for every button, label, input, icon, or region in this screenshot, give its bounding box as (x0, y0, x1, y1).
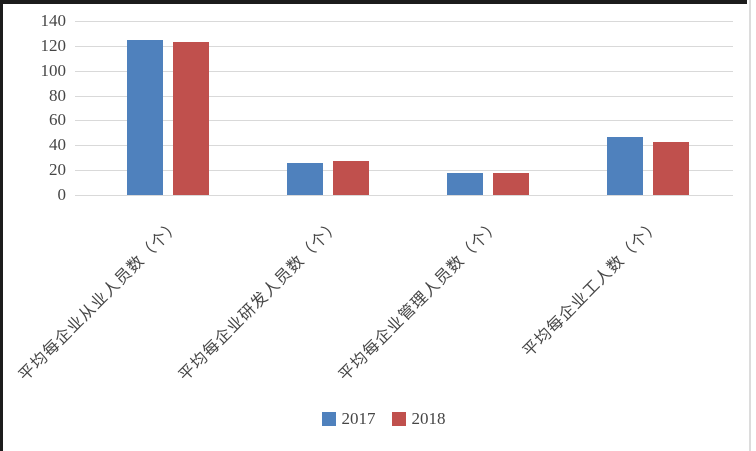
bar-2017-category-4 (607, 137, 643, 195)
y-tick-label-0: 0 (57, 185, 67, 204)
legend-swatch-2017 (321, 412, 336, 426)
bar-2017-category-2 (287, 163, 323, 195)
y-tick-label-60: 60 (49, 110, 66, 130)
gridline-40 (75, 145, 733, 147)
gridline-20 (75, 170, 733, 172)
gridline-100 (75, 70, 733, 72)
bar-2018-category-1 (173, 42, 209, 195)
bar-2017-category-1 (127, 40, 163, 195)
bar-2018-category-2 (333, 161, 369, 195)
y-tick-label-80: 80 (49, 85, 66, 105)
frame-left-edge (0, 0, 3, 451)
legend-item-2017: 2017 (321, 409, 376, 429)
category-label-1: 平均每企业从业人员数（个） (15, 216, 185, 385)
bar-2018-category-4 (653, 142, 689, 195)
gridline-80 (75, 95, 733, 97)
bar-2018-category-3 (493, 173, 529, 195)
frame-right-edge (749, 0, 751, 451)
category-label-4: 平均每企业工人数（个） (520, 216, 665, 361)
bar-2017-category-3 (447, 173, 483, 195)
legend-swatch-2018 (391, 412, 406, 426)
y-tick-label-120: 120 (40, 35, 67, 55)
y-tick-label-20: 20 (49, 160, 66, 180)
category-label-2: 平均每企业研发人员数（个） (175, 216, 345, 385)
chart-legend: 2017 2018 (11, 407, 756, 431)
category-label-3: 平均每企业管理人员数（个） (335, 216, 505, 385)
frame-top-edge (0, 0, 747, 4)
gridline-120 (75, 45, 733, 47)
legend-item-2018: 2018 (391, 409, 446, 429)
gridline-140 (75, 21, 733, 22)
legend-label-2017: 2017 (341, 409, 376, 428)
gridline-60 (75, 120, 733, 122)
y-tick-label-100: 100 (40, 60, 67, 80)
gridline-0 (75, 195, 733, 196)
y-tick-label-40: 40 (49, 135, 66, 155)
y-tick-label-140: 140 (40, 11, 67, 30)
legend-label-2018: 2018 (411, 409, 446, 428)
